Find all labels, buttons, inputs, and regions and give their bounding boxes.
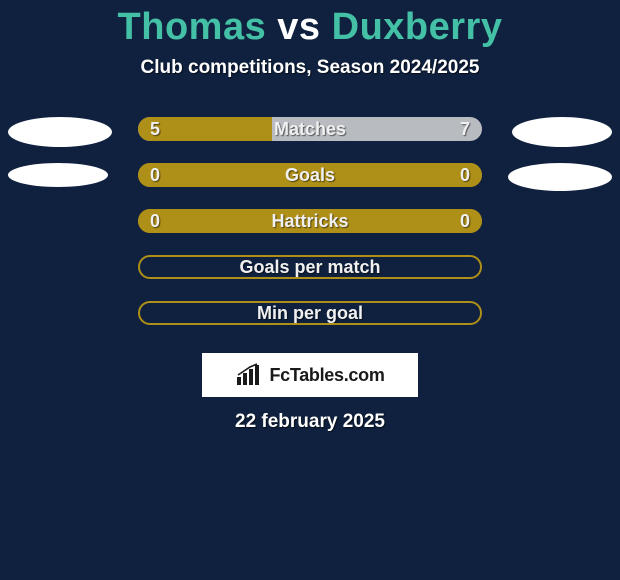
title-vs: vs [277,6,320,48]
stat-bar: Min per goal [138,301,482,325]
subtitle: Club competitions, Season 2024/2025 [0,57,620,79]
stat-row: 57Matches [0,117,620,163]
stat-row: Goals per match [0,255,620,301]
stat-rows: 57Matches 00Goals 00Hattricks Goals per mat… [0,117,620,347]
player-pill-left [8,163,108,187]
stat-label: Goals [138,163,482,187]
page-title: Thomas vs Duxberry [0,0,620,49]
comparison-infographic: Thomas vs Duxberry Club competitions, Se… [0,0,620,580]
stat-row: 00Goals [0,163,620,209]
brand-chart-icon [235,363,265,387]
player-pill-right [512,117,612,147]
stat-bar: 00Hattricks [138,209,482,233]
stat-label: Goals per match [140,257,480,277]
title-player-left: Thomas [118,6,267,48]
stat-row: Min per goal [0,301,620,347]
stat-bar: Goals per match [138,255,482,279]
brand-badge: FcTables.com [202,353,418,397]
stat-bar: 57Matches [138,117,482,141]
stat-row: 00Hattricks [0,209,620,255]
date-label: 22 february 2025 [0,411,620,433]
stat-label: Hattricks [138,209,482,233]
brand-text: FcTables.com [269,365,384,386]
stat-label: Min per goal [140,303,480,323]
title-player-right: Duxberry [332,6,503,48]
player-pill-right [508,163,612,191]
stat-label: Matches [138,117,482,141]
stat-bar: 00Goals [138,163,482,187]
player-pill-left [8,117,112,147]
